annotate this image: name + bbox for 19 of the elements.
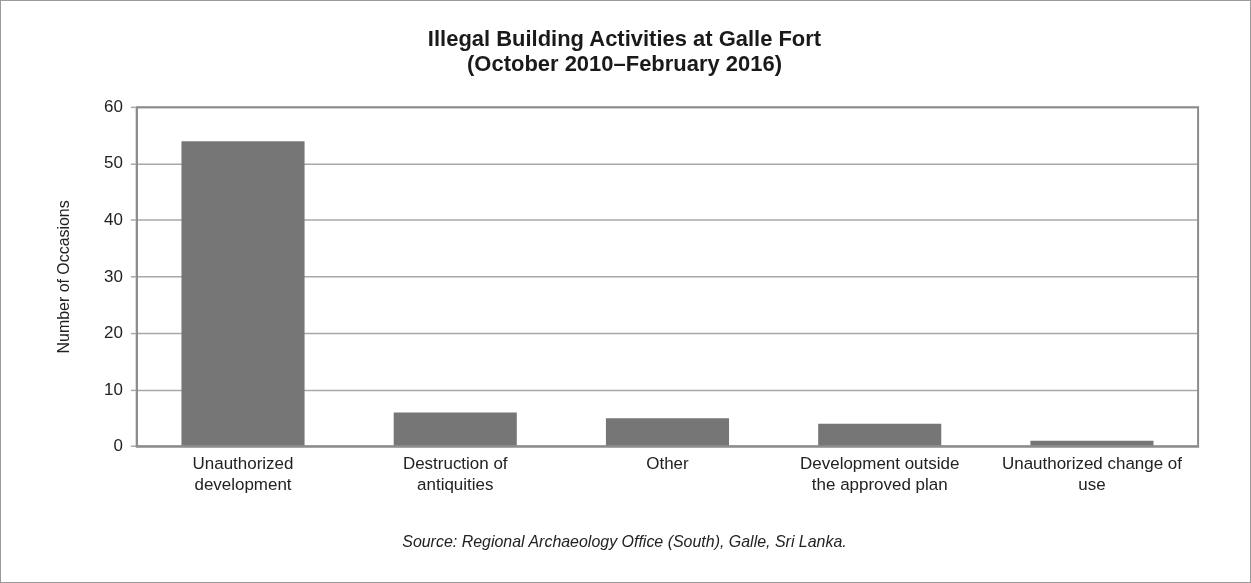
y-tick-label: 20 <box>104 323 123 343</box>
y-tick-label: 10 <box>104 379 123 399</box>
y-tick-label: 50 <box>104 153 123 173</box>
x-tick-label: Destruction of antiquities <box>402 454 508 494</box>
y-tick-label: 0 <box>113 436 123 456</box>
x-tick-label: Unauthorized change of use <box>1001 454 1183 494</box>
bar <box>818 423 942 446</box>
source-note: Source: Regional Archaeology Office (South), Galle, Sri Lanka. <box>402 532 847 550</box>
x-tick-label: Other <box>646 454 690 474</box>
x-tick-label: Development outside the approved plan <box>800 454 960 494</box>
y-tick-label: 40 <box>104 210 123 229</box>
chart-title: Illegal Building Activities at Galle Fort (October 2010–February 2016) <box>427 25 822 76</box>
bar <box>181 141 305 446</box>
y-tick-label: 60 <box>104 96 123 116</box>
bar <box>605 418 730 446</box>
bar <box>393 412 517 446</box>
y-tick-label: 30 <box>104 266 123 286</box>
x-tick-label: Unauthorized development <box>192 454 294 494</box>
y-axis-title: Number of Occasions <box>54 200 72 354</box>
